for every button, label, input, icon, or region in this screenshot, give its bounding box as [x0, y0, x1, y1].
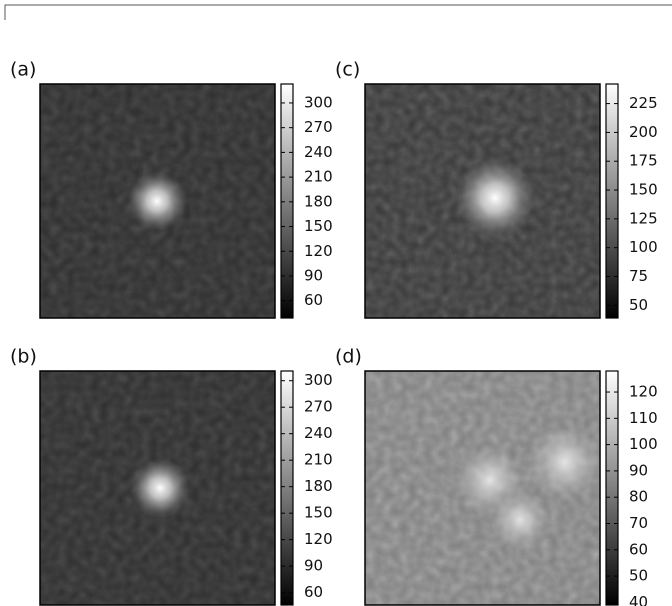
colorbar-tick-label: 270	[304, 398, 333, 416]
colorbar-tick-label: 50	[629, 296, 648, 314]
colorbar-tick-label: 225	[629, 94, 658, 112]
image-border	[364, 83, 601, 319]
colorbar-tick-label: 180	[304, 192, 333, 210]
colorbar-tick-label: 300	[304, 371, 333, 389]
colorbar-tick-label: 270	[304, 118, 333, 136]
panel-title: (a)	[10, 59, 36, 81]
image-blob	[130, 458, 190, 518]
frame	[4, 4, 672, 20]
colorbar-tick-label: 90	[304, 266, 323, 284]
image	[40, 371, 275, 605]
colorbar-tick-label: 200	[629, 123, 658, 141]
colorbar-tick-label: 90	[629, 461, 648, 479]
colorbar-tick-label: 210	[304, 451, 333, 469]
panel: (b) 60 90 120 150 180 210 240 270 300	[10, 346, 333, 606]
colorbar-tick-label: 80	[629, 488, 648, 506]
colorbar-tick-label: 120	[304, 530, 333, 548]
colorbar	[605, 83, 619, 319]
colorbar-tick-label: 110	[629, 409, 658, 427]
colorbar-tick-label: 40	[629, 593, 648, 606]
image-border	[39, 83, 276, 319]
colorbar-tick-label: 60	[304, 291, 323, 309]
colorbar-tick-label: 60	[304, 583, 323, 601]
colorbar-tick-label: 60	[629, 540, 648, 558]
colorbar-tick-label: 210	[304, 168, 333, 186]
image-blob	[127, 171, 187, 231]
panel-title: (b)	[10, 346, 37, 368]
colorbar-tick-label: 125	[629, 209, 658, 227]
colorbar-tick-label: 150	[629, 181, 658, 199]
colorbar-tick-label: 150	[304, 504, 333, 522]
colorbar-tick-label: 120	[304, 242, 333, 260]
panel-title: (d)	[335, 346, 362, 368]
panel: (d) 40 50 60 70 80 90 100 110 120	[335, 346, 658, 606]
colorbar-tick-label: 90	[304, 557, 323, 575]
colorbar-tick-label: 100	[629, 238, 658, 256]
colorbar-tick-label: 180	[304, 477, 333, 495]
image	[40, 84, 275, 318]
colorbar-tick-label: 240	[304, 143, 333, 161]
image-border	[39, 370, 276, 606]
colorbar	[280, 83, 294, 319]
colorbar	[280, 370, 294, 606]
colorbar-tick-label: 300	[304, 93, 333, 111]
colorbar	[605, 370, 619, 606]
colorbar-tick-label: 75	[629, 267, 648, 285]
colorbar-tick-label: 120	[629, 383, 658, 401]
colorbar-tick-label: 175	[629, 152, 658, 170]
panel-title: (c)	[335, 59, 360, 81]
image-blob	[527, 424, 600, 500]
colorbar-tick-label: 70	[629, 514, 648, 532]
colorbar-tick-label: 100	[629, 435, 658, 453]
image-border	[364, 370, 601, 606]
panel: (a) 60 90 120 150 180 210 240 270 300	[10, 59, 333, 319]
colorbar-tick-label: 50	[629, 567, 648, 585]
colorbar-tick-label: 240	[304, 424, 333, 442]
image-blob	[490, 490, 550, 550]
image-blob	[455, 158, 535, 238]
image	[365, 371, 600, 605]
image	[365, 84, 600, 318]
panel: (c) 50 75 100 125 150 175 200 225	[335, 59, 658, 319]
colorbar-tick-label: 150	[304, 217, 333, 235]
